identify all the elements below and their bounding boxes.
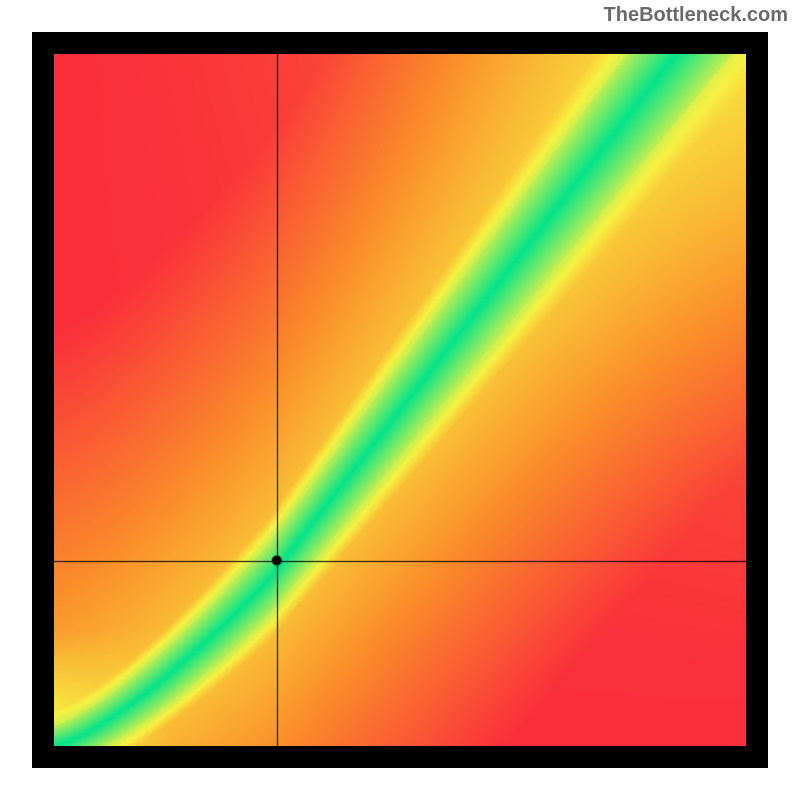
chart-frame	[32, 32, 768, 768]
bottleneck-heatmap	[54, 54, 746, 746]
attribution-text: TheBottleneck.com	[604, 4, 788, 27]
